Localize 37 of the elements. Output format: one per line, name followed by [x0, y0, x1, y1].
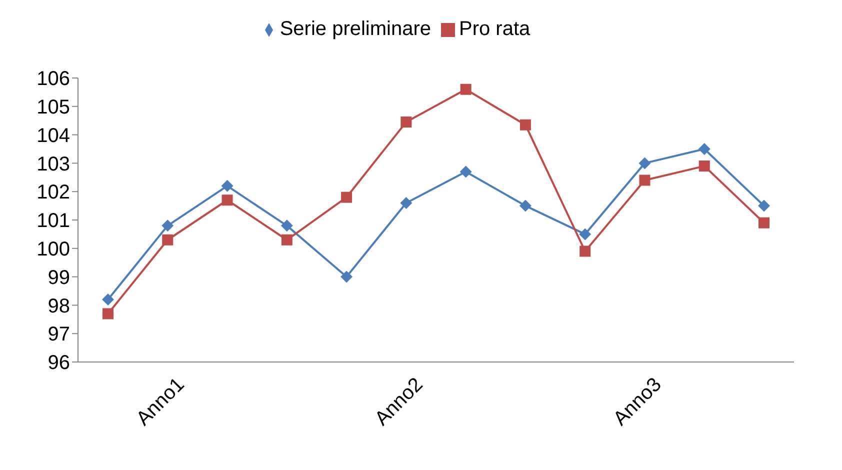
y-tick-label: 98 — [48, 295, 70, 318]
point — [638, 157, 651, 170]
y-tick-label: 101 — [36, 210, 70, 232]
y-tick-label: 104 — [36, 124, 70, 147]
y-tick-label: 99 — [48, 266, 70, 289]
point — [758, 217, 770, 228]
point — [698, 143, 710, 155]
point — [102, 308, 114, 320]
point — [460, 166, 472, 178]
point — [639, 174, 650, 186]
y-tick-label: 96 — [48, 352, 70, 374]
point — [340, 270, 353, 283]
point — [341, 192, 352, 203]
point — [698, 160, 710, 172]
legend-label: Pro rata — [459, 18, 530, 40]
point — [162, 234, 174, 246]
point — [580, 246, 591, 257]
point — [400, 196, 412, 209]
point — [281, 234, 292, 246]
point — [102, 294, 114, 306]
point — [520, 119, 531, 130]
point — [519, 200, 532, 212]
point — [222, 194, 233, 206]
point — [758, 200, 770, 212]
y-tick-label: 105 — [36, 96, 70, 118]
point — [221, 180, 234, 192]
legend-label: Serie preliminare — [280, 18, 431, 40]
point — [400, 116, 412, 128]
y-tick-label: 103 — [36, 153, 70, 176]
y-tick-label: 102 — [36, 182, 70, 204]
point — [162, 220, 174, 232]
y-tick-label: 100 — [36, 238, 70, 260]
point — [460, 84, 472, 95]
point — [579, 228, 592, 240]
point — [280, 220, 293, 232]
y-tick-label: 106 — [36, 68, 70, 90]
y-tick-label: 97 — [48, 324, 70, 346]
